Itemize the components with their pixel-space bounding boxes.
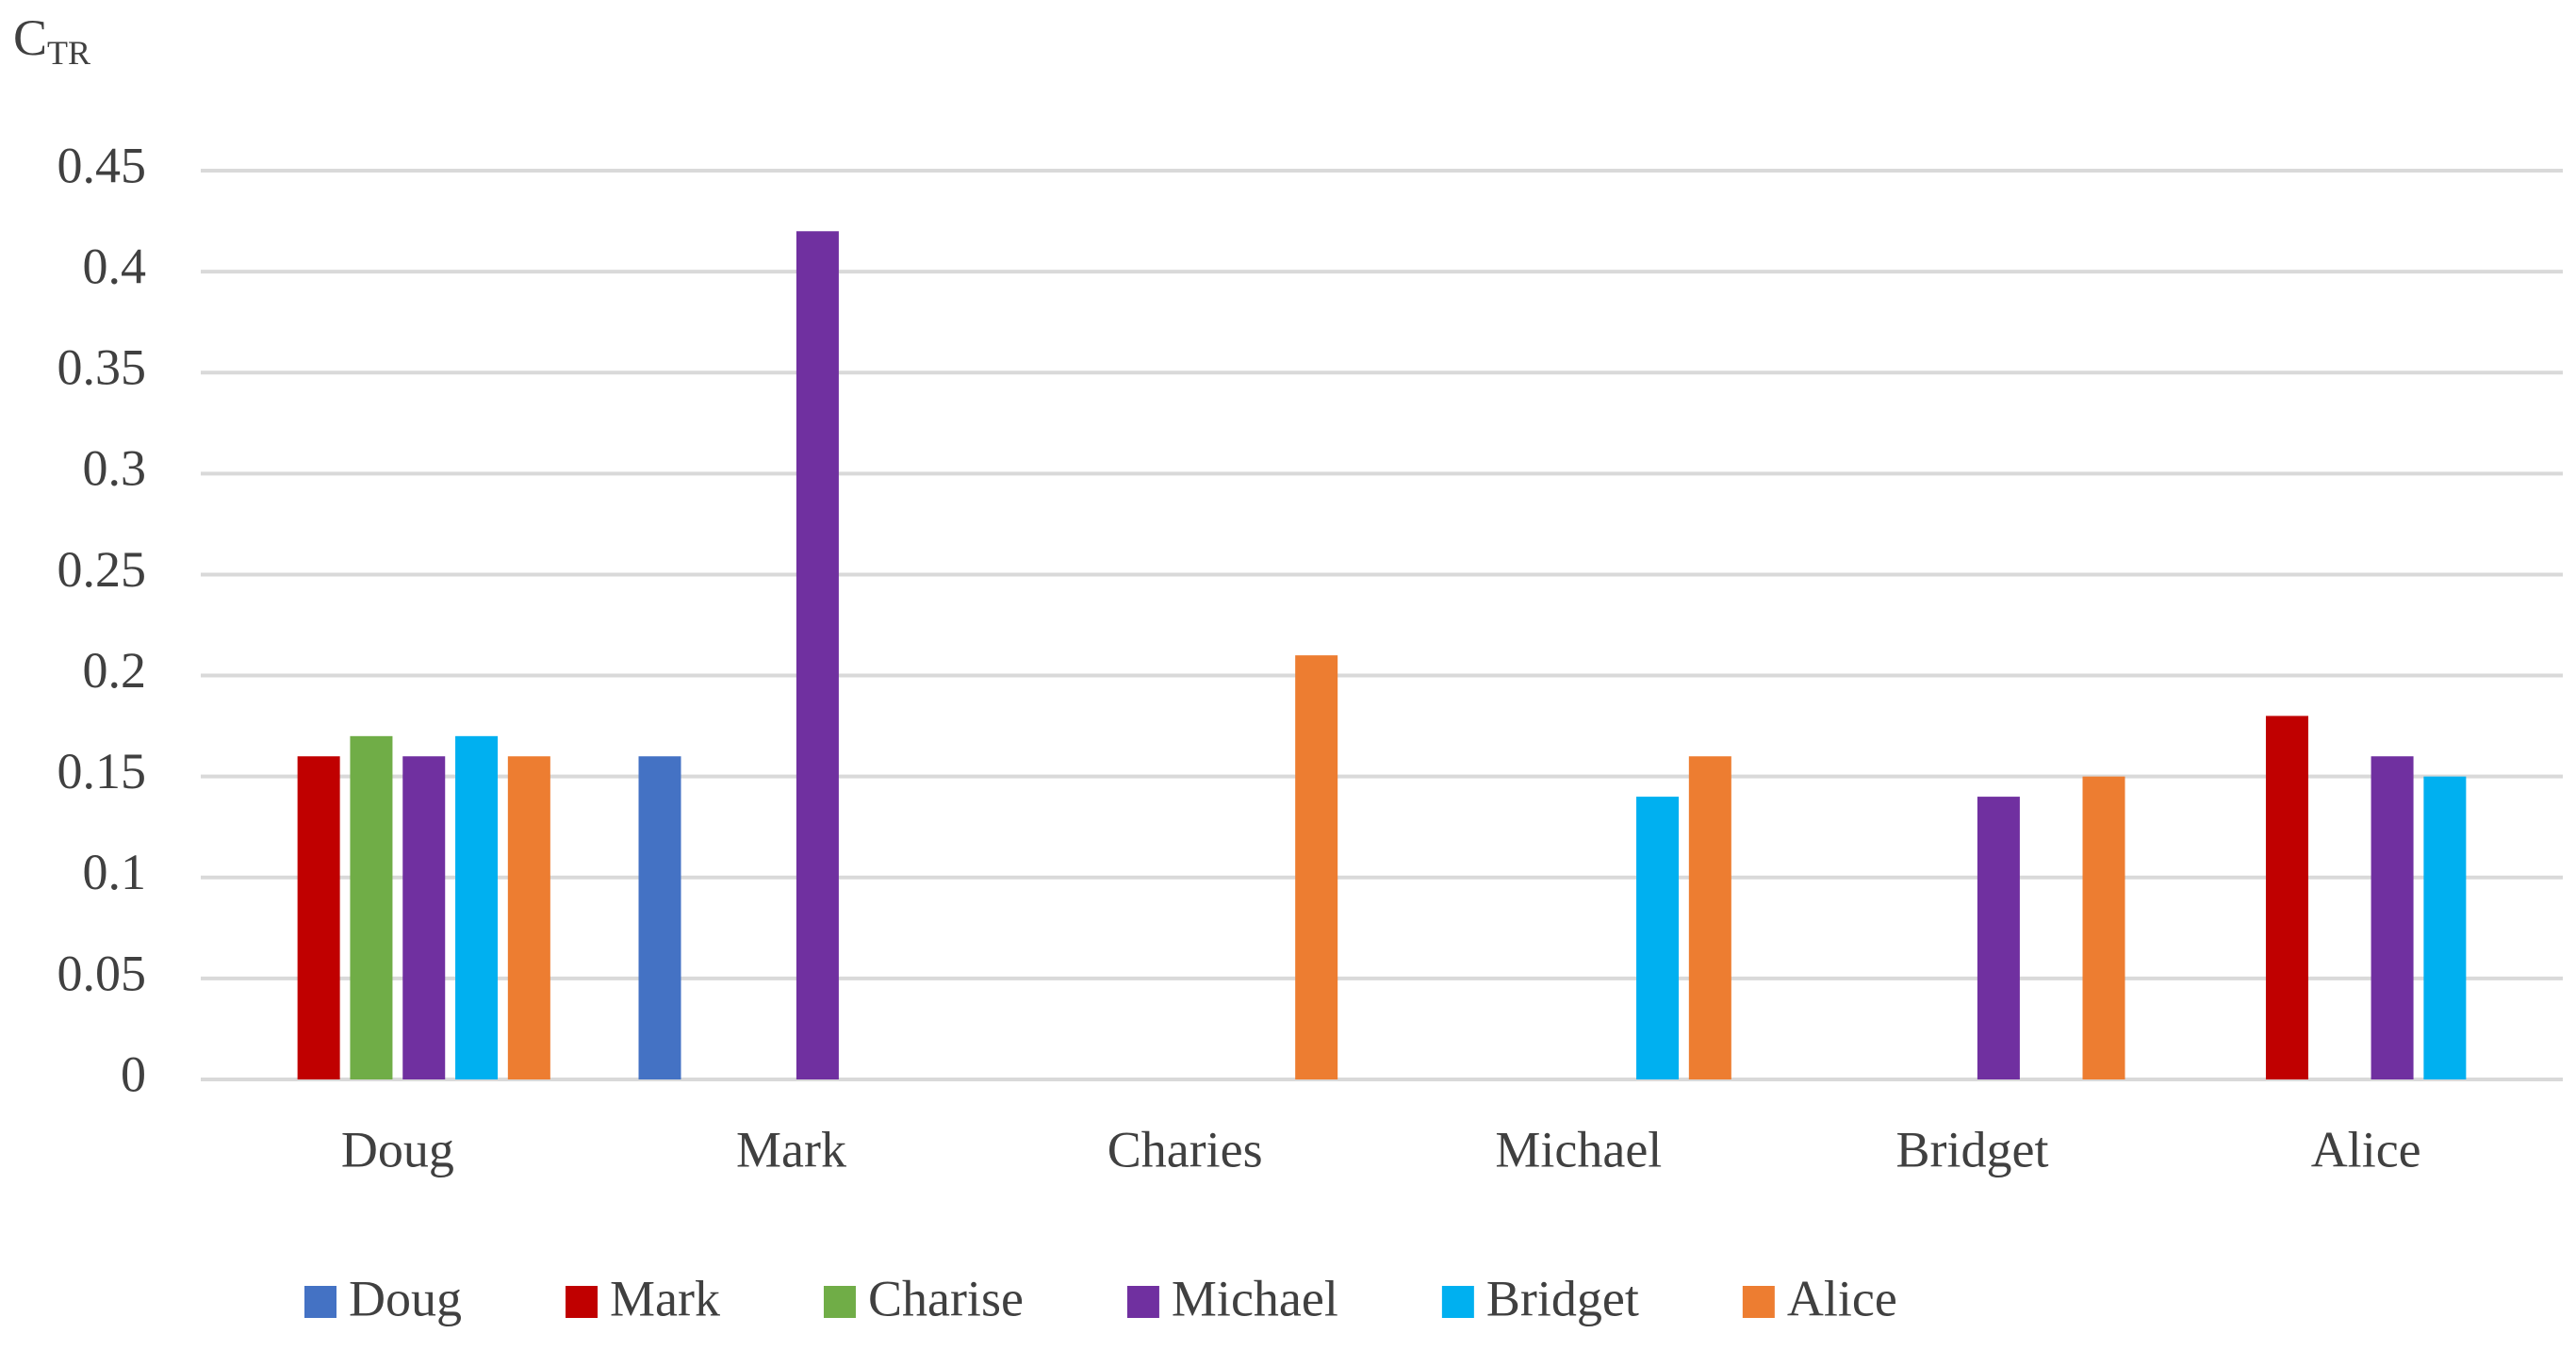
y-label-sub: TR — [47, 34, 90, 72]
y-tick-label: 0.1 — [83, 844, 147, 900]
y-tick-label: 0.25 — [57, 541, 147, 598]
y-tick-label: 0.3 — [83, 440, 147, 497]
legend-label: Mark — [610, 1270, 720, 1326]
x-tick-label: Charies — [1108, 1121, 1263, 1177]
x-tick-label: Bridget — [1896, 1121, 2049, 1177]
y-tick-label: 0.2 — [83, 642, 147, 699]
bar — [402, 756, 446, 1079]
y-label-main: C — [13, 9, 47, 66]
bar — [507, 756, 550, 1079]
x-tick-label: Michael — [1495, 1121, 1662, 1177]
y-tick-label: 0.35 — [57, 339, 147, 396]
y-tick-label: 0.45 — [57, 137, 147, 193]
bar — [350, 735, 393, 1079]
bar — [455, 735, 499, 1079]
bar — [1688, 756, 1731, 1079]
legend-label: Alice — [1787, 1270, 1897, 1326]
bar — [1295, 655, 1338, 1079]
y-tick-label: 0.05 — [57, 945, 147, 1001]
y-tick-label: 0 — [121, 1045, 146, 1102]
x-tick-label: Doug — [341, 1121, 454, 1177]
legend-swatch — [566, 1286, 598, 1318]
x-tick-label: Alice — [2311, 1121, 2421, 1177]
bar — [2423, 776, 2467, 1079]
legend-swatch — [1742, 1286, 1775, 1318]
bar — [1636, 797, 1680, 1079]
bar — [796, 231, 839, 1079]
y-tick-label: 0.15 — [57, 743, 147, 799]
legend-swatch — [823, 1286, 856, 1318]
bar — [2371, 756, 2414, 1079]
y-axis-label: CTR — [13, 9, 90, 72]
legend-label: Doug — [349, 1270, 462, 1326]
legend-swatch — [1126, 1286, 1159, 1318]
legend-swatch — [304, 1286, 336, 1318]
y-tick-label: 0.4 — [83, 239, 147, 295]
legend-label: Charise — [868, 1270, 1024, 1326]
bar — [2082, 776, 2125, 1079]
bar — [297, 756, 340, 1079]
legend-label: Michael — [1172, 1270, 1338, 1326]
bar — [1977, 797, 2020, 1079]
bar — [638, 756, 681, 1079]
legend-label: Bridget — [1486, 1270, 1639, 1326]
legend-swatch — [1441, 1286, 1474, 1318]
x-tick-label: Mark — [736, 1121, 846, 1177]
bar — [2265, 716, 2308, 1079]
